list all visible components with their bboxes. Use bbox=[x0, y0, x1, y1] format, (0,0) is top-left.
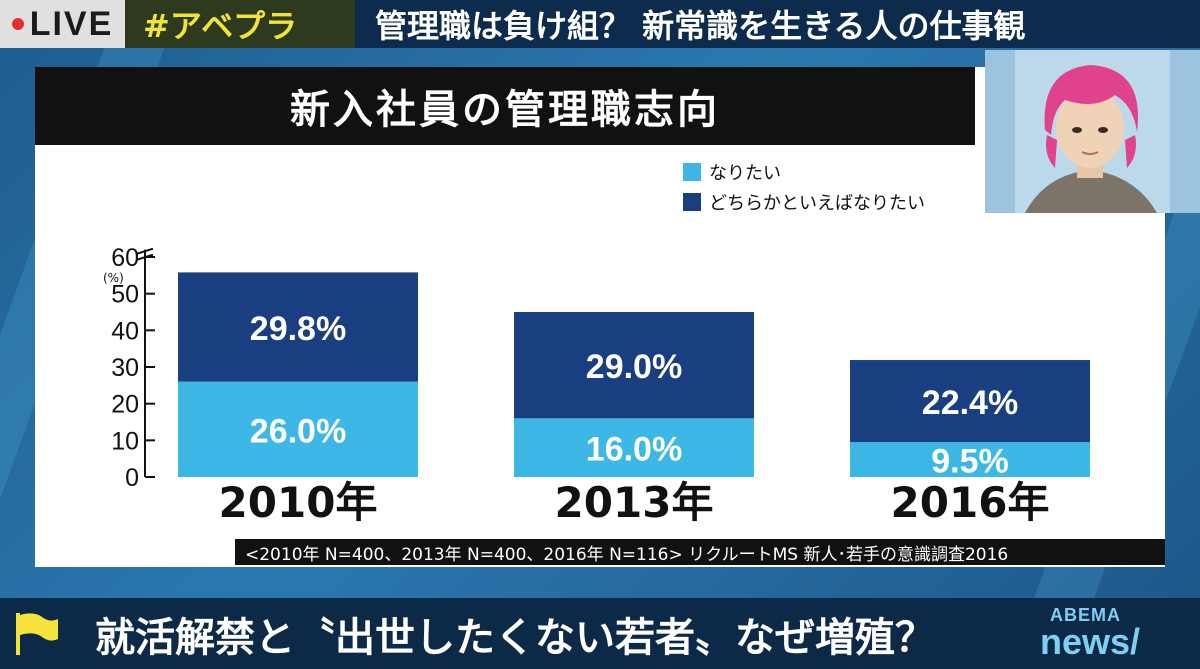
bottom-bar bbox=[0, 598, 1200, 669]
bar-segment-dochiraka bbox=[850, 360, 1090, 443]
y-axis-unit: (%) bbox=[103, 271, 124, 285]
flag-icon bbox=[16, 613, 58, 655]
bar-segment-dochiraka bbox=[514, 312, 754, 419]
y-tick-label: 0 bbox=[125, 464, 139, 492]
bar-segment-naritai bbox=[850, 442, 1090, 477]
y-tick-label: 20 bbox=[111, 391, 139, 419]
presenter-video-thumbnail bbox=[985, 50, 1200, 213]
legend-swatch bbox=[683, 163, 701, 181]
data-label: 22.4% bbox=[922, 384, 1018, 422]
legend-label: なりたい bbox=[709, 163, 781, 184]
data-label: 29.0% bbox=[586, 348, 682, 386]
y-tick-label: 60 bbox=[111, 244, 139, 272]
abema-news-logo: ABEMA news/ bbox=[1040, 605, 1195, 665]
data-label: 26.0% bbox=[250, 412, 346, 450]
data-label: 9.5% bbox=[931, 443, 1009, 481]
y-tick-label: 10 bbox=[111, 427, 139, 455]
source-note: <2010年 N=400、2013年 N=400、2016年 N=116> リク… bbox=[245, 544, 1009, 565]
presenter-image bbox=[985, 50, 1200, 213]
chart-title: 新入社員の管理職志向 bbox=[290, 87, 720, 133]
bar-segment-dochiraka bbox=[178, 272, 418, 382]
live-dot-icon bbox=[11, 18, 24, 30]
y-tick-label: 30 bbox=[111, 354, 139, 382]
data-label: 16.0% bbox=[586, 431, 682, 469]
topic-bar: 管理職は負け組？ 新常識を生きる人の仕事観 bbox=[365, 0, 1200, 48]
brand-top: ABEMA bbox=[1050, 605, 1121, 625]
source-note-bar: <2010年 N=400、2013年 N=400、2016年 N=116> リク… bbox=[235, 539, 1165, 565]
hashtag-label: #アベプラ bbox=[143, 7, 298, 45]
legend-swatch bbox=[683, 193, 701, 211]
y-tick-label: 50 bbox=[111, 281, 139, 309]
stacked-bar-chart: 0 10 20 30 40 50 60(%) 26.0% 29.8% 2010年 16.0% 29.0… bbox=[103, 163, 1090, 527]
x-category-label: 2016年 bbox=[891, 478, 1050, 527]
live-label: LIVE bbox=[29, 4, 114, 43]
x-category-label: 2010年 bbox=[219, 478, 378, 527]
x-category-label: 2013年 bbox=[555, 478, 714, 527]
live-badge: LIVE bbox=[0, 0, 125, 48]
data-label: 29.8% bbox=[250, 310, 346, 348]
headline-text: 就活解禁と〝出世したくない若者〟なぜ増殖？ bbox=[95, 614, 935, 661]
hashtag-badge: #アベプラ bbox=[125, 0, 355, 48]
legend-label: どちらかといえばなりたい bbox=[709, 193, 925, 214]
chart-panel: 新入社員の管理職志向 0 10 20 30 40 50 60 (%) 26.0% 29.8% 201… bbox=[35, 67, 1165, 567]
chart-title-bar: 新入社員の管理職志向 bbox=[35, 67, 975, 145]
brand-bottom: news/ bbox=[1040, 621, 1141, 662]
bar-segment-naritai bbox=[178, 381, 418, 477]
headline-bar: 就活解禁と〝出世したくない若者〟なぜ増殖？ bbox=[95, 598, 935, 669]
bar-segment-naritai bbox=[514, 418, 754, 477]
y-tick-label: 40 bbox=[111, 317, 139, 345]
topic-label: 管理職は負け組？ 新常識を生きる人の仕事観 bbox=[375, 7, 1026, 45]
